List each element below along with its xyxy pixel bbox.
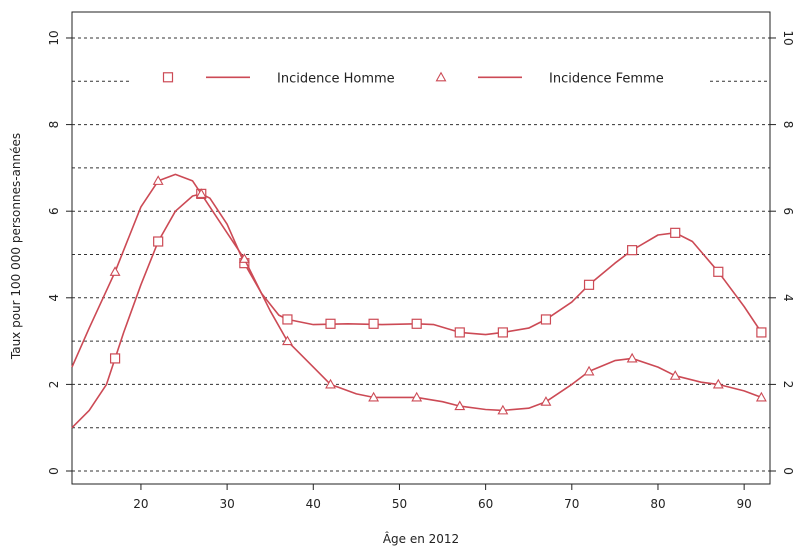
x-tick-label: 30 [219, 497, 234, 511]
data-point-square [368, 318, 379, 329]
data-point-square [540, 314, 552, 325]
data-point-triangle [540, 396, 552, 406]
y-tick-label-right: 10 [781, 30, 795, 45]
x-axis-title: Âge en 2012 [383, 531, 459, 546]
data-point-square [153, 236, 164, 247]
legend-label: Incidence Femme [549, 71, 664, 86]
y-tick-label-right: 6 [781, 207, 795, 215]
y-tick-label-left: 6 [47, 207, 61, 215]
data-point-triangle [195, 188, 207, 198]
data-point-triangle [454, 400, 466, 411]
data-point-triangle [583, 365, 595, 376]
gridlines [72, 37, 770, 472]
series-femme [71, 173, 767, 415]
y-tick-label-left: 2 [47, 381, 61, 389]
data-point-triangle [497, 404, 509, 415]
y-axis-title: Taux pour 100 000 personnes-années [9, 133, 23, 360]
y-tick-label-right: 2 [781, 381, 795, 389]
data-point-triangle [712, 378, 724, 389]
series-homme [71, 188, 767, 429]
data-point-square [713, 266, 724, 277]
data-point-triangle [411, 391, 423, 402]
y-tick-label-left: 0 [47, 467, 61, 475]
data-point-square [627, 245, 638, 256]
legend-marker-triangle [435, 71, 447, 82]
x-tick-label: 90 [737, 497, 752, 511]
data-point-square [325, 318, 336, 329]
y-tick-label-right: 4 [781, 294, 795, 302]
series-layer [71, 173, 767, 429]
y-tick-label-left: 4 [47, 294, 61, 302]
x-tick-label: 70 [564, 497, 579, 511]
series-line [71, 173, 762, 412]
data-point-triangle [109, 266, 121, 276]
data-point-triangle [152, 175, 164, 185]
x-tick-label: 20 [133, 497, 148, 511]
data-point-square [411, 318, 422, 329]
data-point-square [109, 353, 121, 364]
data-point-triangle [238, 253, 250, 263]
data-point-square [670, 227, 681, 238]
data-point-square [454, 327, 465, 338]
legend: Incidence Homme Incidence Femme [162, 71, 664, 86]
legend-marker-square [162, 72, 174, 83]
data-point-triangle [281, 335, 293, 346]
y-tick-label-left: 8 [47, 121, 61, 129]
data-point-square [282, 314, 293, 325]
y-tick-label-right: 8 [781, 121, 795, 129]
data-point-triangle [626, 352, 638, 363]
data-point-triangle [669, 370, 681, 380]
y-tick-label-right: 0 [781, 467, 795, 475]
data-point-square [583, 279, 595, 290]
y-tick-label-left: 10 [47, 30, 61, 45]
axes: 20 30 40 50 60 70 80 90 0 0 2 2 4 4 6 6 8 8 10 10 [47, 30, 795, 511]
data-point-square [756, 327, 767, 338]
legend-item-homme: Incidence Homme [162, 71, 395, 86]
data-point-square [497, 327, 508, 338]
data-point-triangle [755, 391, 767, 402]
legend-item-femme: Incidence Femme [435, 71, 664, 86]
legend-label: Incidence Homme [277, 71, 395, 86]
x-tick-label: 80 [650, 497, 665, 511]
data-point-triangle [325, 378, 336, 389]
x-tick-label: 40 [306, 497, 321, 511]
data-point-triangle [368, 391, 380, 402]
x-tick-label: 60 [478, 497, 493, 511]
plot-frame [71, 11, 771, 485]
x-tick-label: 50 [392, 497, 407, 511]
